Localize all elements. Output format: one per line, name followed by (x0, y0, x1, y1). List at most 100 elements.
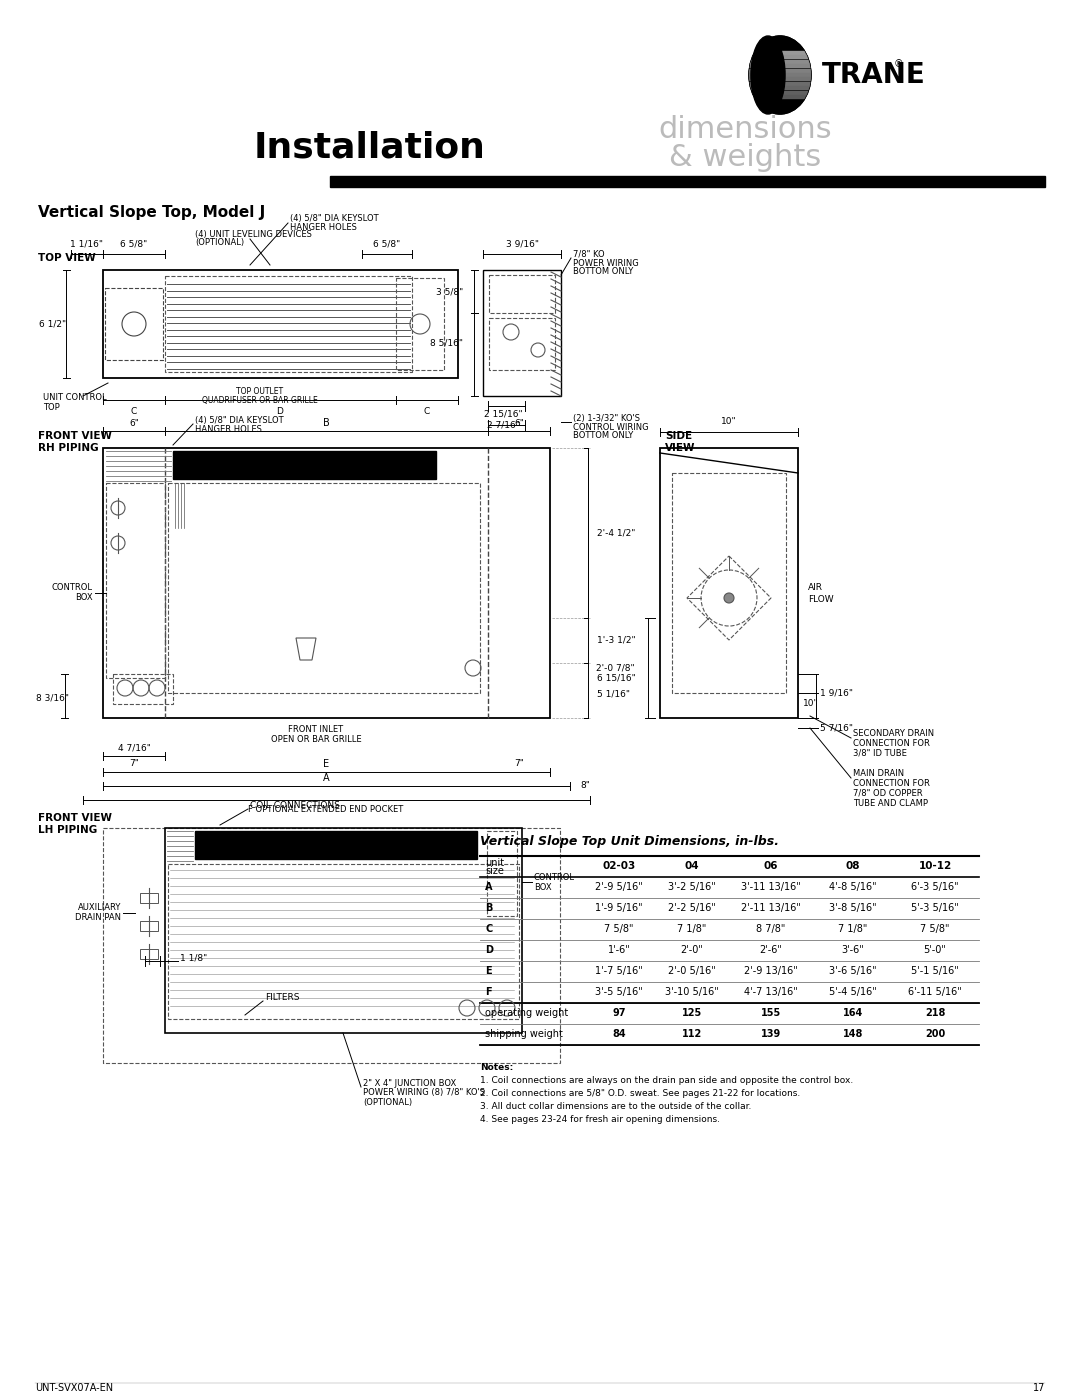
Bar (750, 87, 811, 89)
Text: 3'-10 5/16": 3'-10 5/16" (665, 988, 719, 997)
Text: 112: 112 (681, 1030, 702, 1039)
Text: A: A (485, 882, 492, 893)
Text: POWER WIRING: POWER WIRING (573, 258, 638, 267)
Ellipse shape (750, 36, 811, 115)
Text: CONTROL: CONTROL (534, 873, 575, 883)
Text: 3. All duct collar dimensions are to the outside of the collar.: 3. All duct collar dimensions are to the… (480, 1102, 752, 1111)
Text: BOX: BOX (76, 594, 93, 602)
Text: AUXILIARY: AUXILIARY (78, 904, 121, 912)
Text: D: D (485, 944, 492, 956)
Text: 125: 125 (681, 1009, 702, 1018)
Text: 6": 6" (514, 419, 524, 427)
Text: 218: 218 (924, 1009, 945, 1018)
Text: 5'-4 5/16": 5'-4 5/16" (829, 988, 877, 997)
Text: (4) 5/8" DIA KEYSLOT: (4) 5/8" DIA KEYSLOT (195, 415, 284, 425)
Text: 7 1/8": 7 1/8" (838, 923, 867, 935)
Text: CONTROL WIRING: CONTROL WIRING (573, 422, 649, 432)
Text: 3 5/8": 3 5/8" (435, 288, 463, 296)
Text: TOP VIEW: TOP VIEW (38, 253, 96, 263)
Bar (168, 863, 519, 1018)
Text: FILTERS: FILTERS (265, 993, 299, 1003)
Text: 17: 17 (1032, 1383, 1045, 1393)
Text: 4'-8 5/16": 4'-8 5/16" (829, 882, 877, 893)
Text: CONNECTION FOR: CONNECTION FOR (853, 739, 930, 747)
Text: (4) 5/8" DIA KEYSLOT: (4) 5/8" DIA KEYSLOT (291, 214, 379, 222)
Text: 2 7/16": 2 7/16" (487, 420, 519, 429)
Text: 1 1/8": 1 1/8" (180, 954, 207, 963)
Text: 3'-6": 3'-6" (841, 944, 864, 956)
Text: 7/8" OD COPPER: 7/8" OD COPPER (853, 788, 922, 798)
Text: 2 15/16": 2 15/16" (484, 409, 523, 419)
Text: F OPTIONAL EXTENDED END POCKET: F OPTIONAL EXTENDED END POCKET (248, 806, 404, 814)
Text: 10": 10" (721, 418, 737, 426)
Text: 2. Coil connections are 5/8" O.D. sweat. See pages 21-22 for locations.: 2. Coil connections are 5/8" O.D. sweat.… (480, 1090, 800, 1098)
Text: 2'-0 5/16": 2'-0 5/16" (669, 965, 716, 977)
Text: 1. Coil connections are always on the drain pan side and opposite the control bo: 1. Coil connections are always on the dr… (480, 1076, 853, 1085)
Bar (330, 176, 1045, 187)
Bar (750, 77, 811, 81)
Text: 2'-0": 2'-0" (680, 944, 703, 956)
Text: 200: 200 (924, 1030, 945, 1039)
Bar (750, 56, 811, 59)
Text: 4. See pages 23-24 for fresh air opening dimensions.: 4. See pages 23-24 for fresh air opening… (480, 1115, 720, 1125)
Text: 5 7/16": 5 7/16" (820, 724, 853, 732)
Text: (2) 1-3/32" KO'S: (2) 1-3/32" KO'S (573, 414, 640, 422)
Text: 84: 84 (612, 1030, 625, 1039)
Text: 3'-5 5/16": 3'-5 5/16" (595, 988, 643, 997)
Ellipse shape (750, 36, 811, 115)
Text: A: A (323, 773, 329, 782)
Text: 1'-6": 1'-6" (608, 944, 631, 956)
Text: 3'-6 5/16": 3'-6 5/16" (829, 965, 877, 977)
Text: 7 5/8": 7 5/8" (604, 923, 634, 935)
Text: FLOW: FLOW (808, 595, 834, 605)
Circle shape (724, 592, 734, 604)
Bar (106, 483, 165, 678)
Text: SECONDARY DRAIN: SECONDARY DRAIN (853, 728, 934, 738)
Bar (173, 451, 436, 479)
Text: 06: 06 (764, 861, 779, 870)
Text: TOP OUTLET: TOP OUTLET (237, 387, 284, 397)
Text: C: C (485, 923, 492, 935)
Text: HANGER HOLES: HANGER HOLES (195, 425, 261, 433)
Text: 3'-11 13/16": 3'-11 13/16" (741, 882, 801, 893)
Bar (168, 483, 480, 693)
Text: FRONT VIEW: FRONT VIEW (38, 432, 112, 441)
Bar (103, 270, 458, 379)
Bar (140, 893, 158, 902)
Text: 5'-3 5/16": 5'-3 5/16" (912, 902, 959, 914)
Text: 5 1/16": 5 1/16" (597, 690, 630, 698)
Text: dimensions: dimensions (658, 116, 832, 144)
Text: 5'-0": 5'-0" (923, 944, 946, 956)
Bar (750, 60, 811, 63)
Text: 8": 8" (580, 781, 590, 791)
Text: SIDE: SIDE (665, 432, 692, 441)
Text: 10-12: 10-12 (918, 861, 951, 870)
Text: 97: 97 (612, 1009, 625, 1018)
Text: QUADRIFUSER OR BAR GRILLE: QUADRIFUSER OR BAR GRILLE (202, 397, 318, 405)
Text: (4) UNIT LEVELING DEVICES: (4) UNIT LEVELING DEVICES (195, 229, 312, 239)
Text: DRAIN PAN: DRAIN PAN (75, 914, 121, 922)
Bar (483, 270, 561, 395)
Bar (140, 921, 158, 930)
Text: 6'-11 5/16": 6'-11 5/16" (908, 988, 962, 997)
Text: D: D (276, 407, 283, 415)
Text: & weights: & weights (669, 144, 821, 172)
Text: AIR: AIR (808, 584, 823, 592)
Bar (750, 95, 811, 98)
Text: 8 3/16": 8 3/16" (37, 693, 69, 703)
Text: 7 5/8": 7 5/8" (920, 923, 949, 935)
Text: Notes:: Notes: (480, 1063, 513, 1071)
Text: C: C (423, 407, 430, 415)
Text: 02-03: 02-03 (603, 861, 636, 870)
Text: 5'-1 5/16": 5'-1 5/16" (912, 965, 959, 977)
Text: CONTROL: CONTROL (52, 584, 93, 592)
Text: C: C (131, 407, 137, 415)
Text: HANGER HOLES: HANGER HOLES (291, 222, 356, 232)
Text: 08: 08 (846, 861, 861, 870)
Text: UNT-SVX07A-EN: UNT-SVX07A-EN (35, 1383, 113, 1393)
Text: FRONT INLET: FRONT INLET (288, 725, 343, 735)
Text: E: E (323, 759, 329, 768)
Text: 2'-11 13/16": 2'-11 13/16" (741, 902, 801, 914)
Text: 3 9/16": 3 9/16" (505, 239, 539, 249)
Bar (660, 448, 798, 718)
